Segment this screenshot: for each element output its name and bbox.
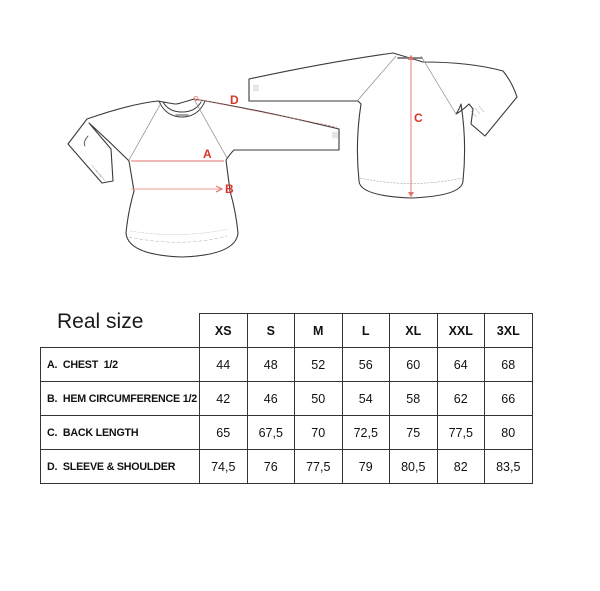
svg-text:B: B [225, 182, 234, 196]
svg-text:A: A [203, 147, 212, 161]
svg-text:C: C [414, 111, 423, 125]
svg-text:D: D [230, 93, 239, 107]
